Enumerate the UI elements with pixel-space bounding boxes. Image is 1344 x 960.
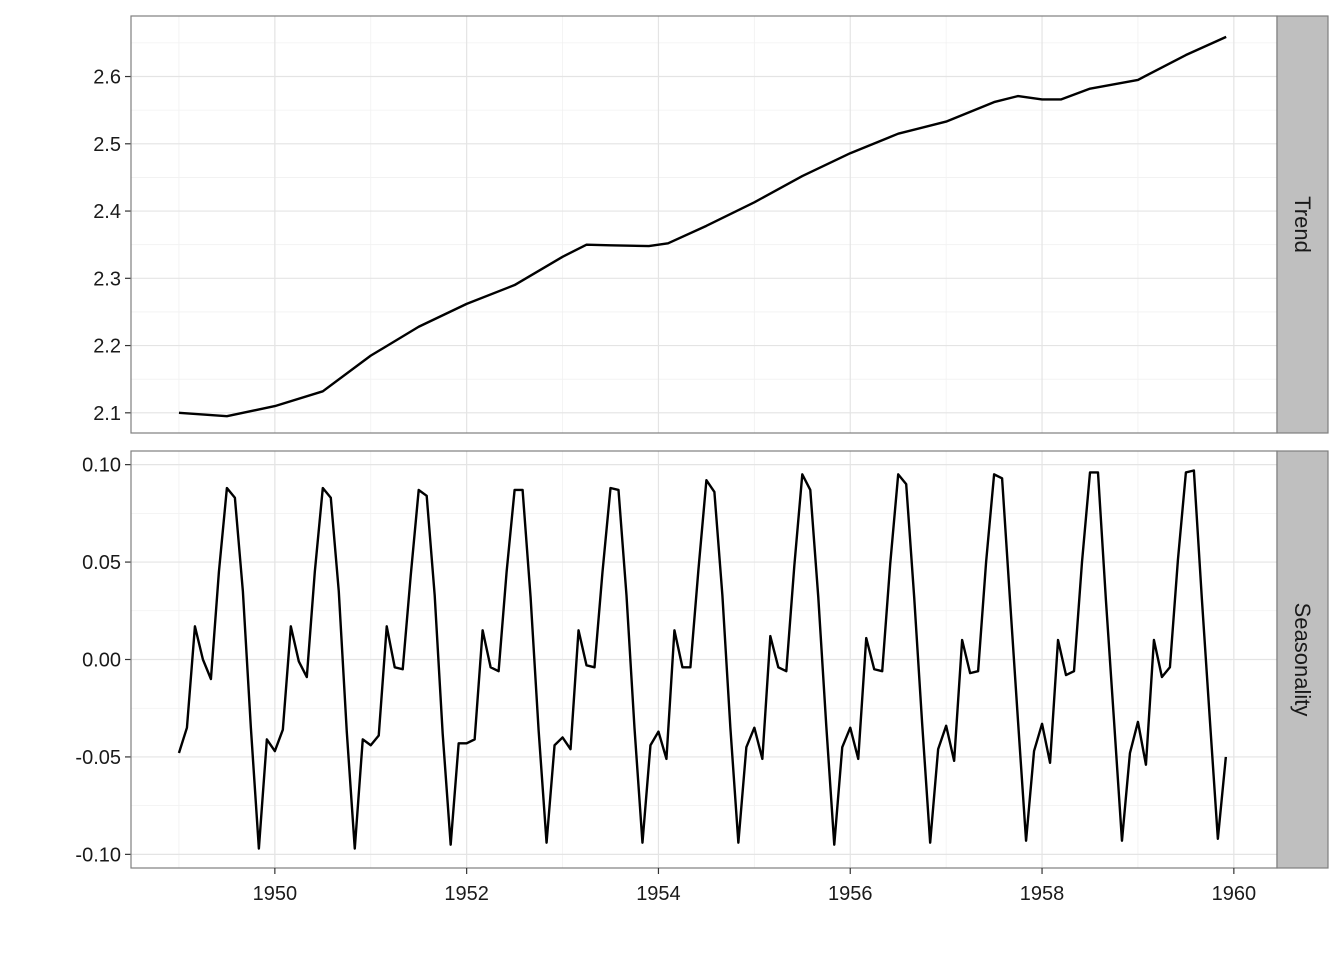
trend-y-tick-label: 2.2 xyxy=(93,336,121,358)
trend-strip-label: Trend xyxy=(1290,196,1315,253)
seasonality-y-tick-label: 0.00 xyxy=(82,650,121,672)
trend-y-tick-label: 2.5 xyxy=(93,134,121,156)
seasonality-y-tick-label: 0.05 xyxy=(82,552,121,574)
x-tick-label: 1954 xyxy=(636,883,681,905)
trend-y-tick-label: 2.3 xyxy=(93,268,121,290)
x-tick-label: 1952 xyxy=(444,883,489,905)
x-tick-label: 1958 xyxy=(1020,883,1065,905)
trend-y-tick-label: 2.6 xyxy=(93,67,121,89)
seasonality-y-tick-label: -0.10 xyxy=(75,844,121,866)
x-tick-label: 1960 xyxy=(1212,883,1257,905)
x-axis: 1950 1952 1954 1956 1958 1960 xyxy=(253,868,1256,905)
seasonality-y-tick-label: -0.05 xyxy=(75,747,121,769)
seasonality-strip xyxy=(1276,450,1329,869)
x-tick-label: 1956 xyxy=(828,883,873,905)
trend-panel: 2.1 2.2 2.3 2.4 2.5 2.6 Trend xyxy=(93,15,1329,434)
trend-strip xyxy=(1276,15,1329,434)
seasonality-y-tick-label: 0.10 xyxy=(82,455,121,477)
trend-y-tick-label: 2.1 xyxy=(93,403,121,425)
trend-series-line xyxy=(178,35,1227,418)
seasonality-strip-label: Seasonality xyxy=(1290,603,1315,717)
trend-y-tick-label: 2.4 xyxy=(93,201,121,223)
seasonality-panel: -0.10 -0.05 0.00 0.05 0.10 Seasonality xyxy=(75,450,1329,869)
seasonality-series-line xyxy=(177,469,1228,850)
x-tick-label: 1950 xyxy=(253,883,298,905)
trend-panel-background xyxy=(131,16,1277,433)
